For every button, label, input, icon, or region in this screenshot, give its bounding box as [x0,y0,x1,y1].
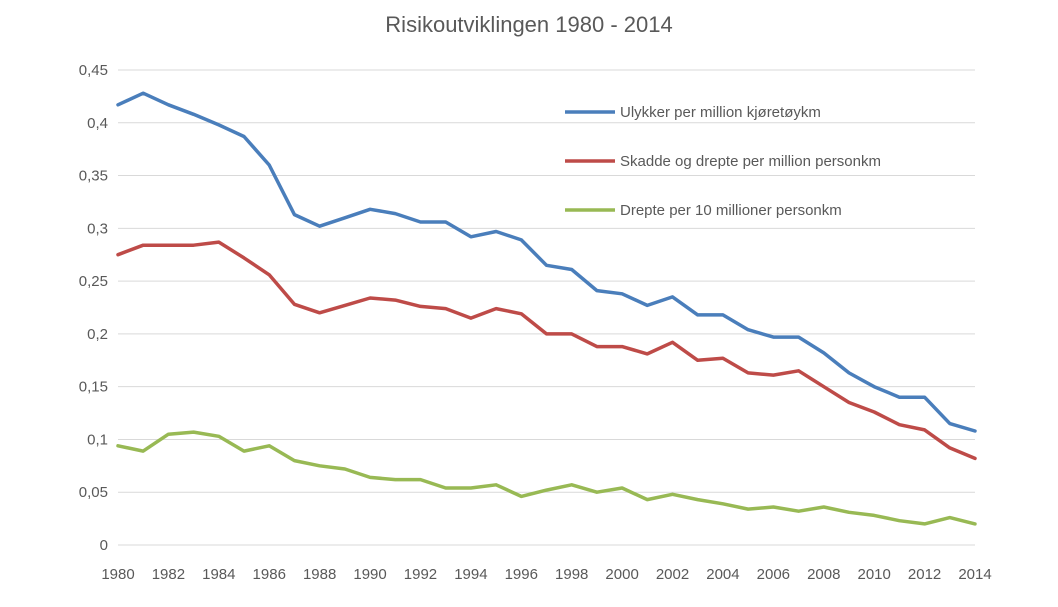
x-tick-label: 2002 [656,566,689,583]
y-tick-label: 0 [100,537,108,554]
x-tick-label: 1992 [404,566,437,583]
legend-label-3: Drepte per 10 millioner personkm [620,202,842,219]
x-tick-label: 1988 [303,566,336,583]
x-tick-label: 2014 [958,566,991,583]
y-tick-label: 0,2 [87,326,108,343]
y-tick-label: 0,4 [87,115,108,132]
legend-label-2: Skadde og drepte per million personkm [620,153,881,170]
y-tick-label: 0,1 [87,431,108,448]
x-tick-label: 2012 [908,566,941,583]
x-tick-label: 1990 [353,566,386,583]
x-axis-tick-labels: 1980 1982 1984 1986 1988 1990 1992 1994 1996 1998… [101,566,991,583]
y-axis-tick-labels: 0 0,05 0,1 0,15 0,2 0,25 0,3 0,35 0,4 0,45 [79,62,108,554]
x-tick-label: 1980 [101,566,134,583]
x-tick-label: 2004 [706,566,739,583]
y-tick-label: 0,45 [79,62,108,79]
x-tick-label: 2000 [605,566,638,583]
x-tick-label: 1994 [454,566,487,583]
x-tick-label: 2008 [807,566,840,583]
x-tick-label: 2006 [757,566,790,583]
x-tick-label: 2010 [857,566,890,583]
y-tick-label: 0,35 [79,168,108,185]
legend-label-1: Ulykker per million kjøretøykm [620,104,821,121]
x-tick-label: 1984 [202,566,235,583]
x-tick-label: 1982 [152,566,185,583]
series-line-1 [116,91,977,433]
y-tick-label: 0,15 [79,379,108,396]
series-line-3 [116,430,977,526]
x-tick-label: 1996 [505,566,538,583]
y-tick-label: 0,05 [79,484,108,501]
y-tick-label: 0,25 [79,273,108,290]
x-tick-label: 1998 [555,566,588,583]
series-lines [116,91,977,526]
chart-title: Risikoutviklingen 1980 - 2014 [385,12,672,37]
series-line-2 [116,240,977,461]
x-tick-label: 1986 [253,566,286,583]
legend: Ulykker per million kjøretøykm Skadde og … [565,104,881,219]
y-tick-label: 0,3 [87,220,108,237]
